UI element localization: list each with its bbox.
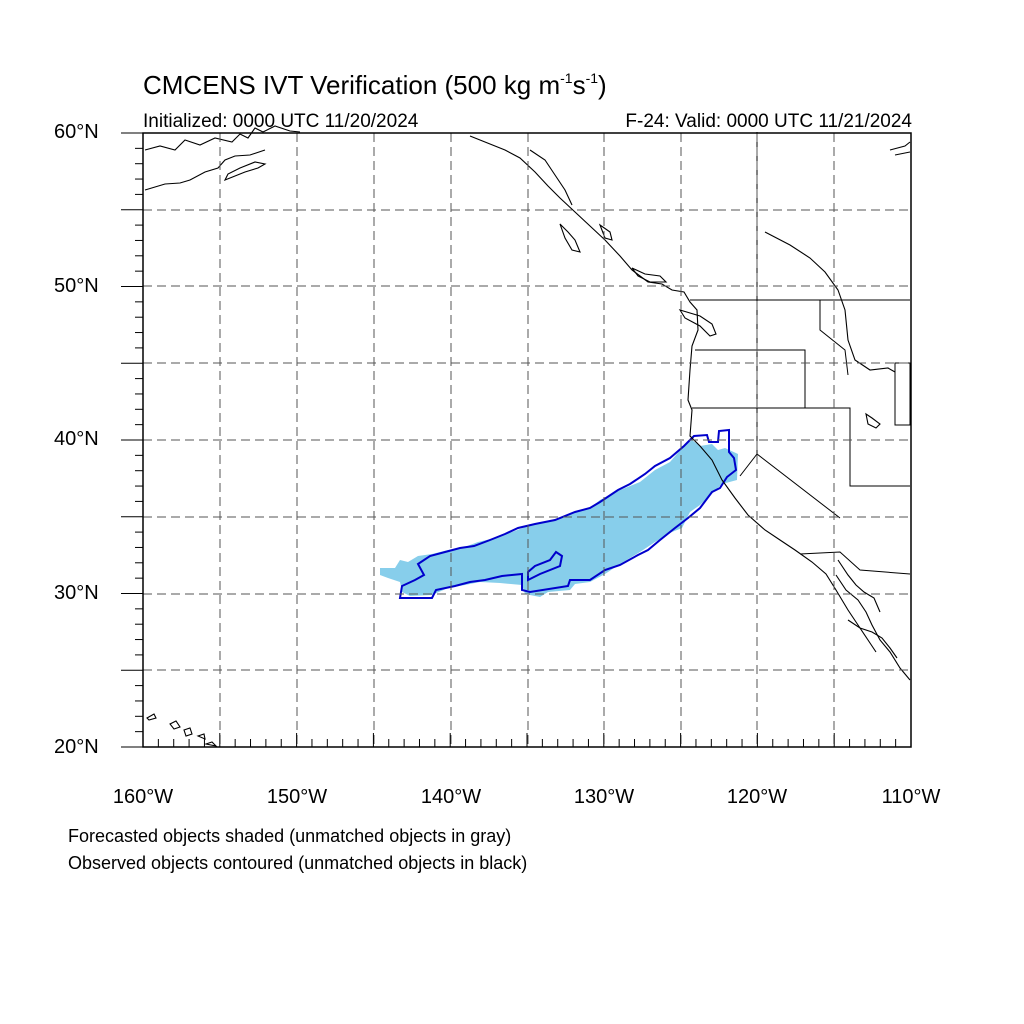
gridlines — [143, 133, 911, 747]
lon-label-150w: 150°W — [266, 786, 328, 808]
lat-label-20: 20°N — [54, 736, 99, 758]
lon-label-130w: 130°W — [573, 786, 635, 808]
lat-label-30: 30°N — [54, 582, 99, 604]
political-borders — [690, 132, 911, 575]
legend-forecast-note: Forecasted objects shaded (unmatched obj… — [68, 826, 512, 846]
map-title: CMCENS IVT Verification (500 kg m-1s-1) — [143, 70, 607, 100]
observed-object-contour[interactable] — [398, 428, 738, 599]
axis-ticks — [121, 132, 912, 748]
coastlines — [144, 125, 911, 747]
lon-label-160w: 160°W — [112, 786, 174, 808]
lat-label-60: 60°N — [54, 121, 99, 143]
lon-label-110w: 110°W — [881, 786, 941, 808]
lat-label-40: 40°N — [54, 428, 99, 450]
legend-observed-note: Observed objects contoured (unmatched ob… — [68, 853, 528, 873]
initialized-time: Initialized: 0000 UTC 11/20/2024 — [143, 111, 419, 132]
valid-time: F-24: Valid: 0000 UTC 11/21/2024 — [625, 111, 912, 132]
lat-label-50: 50°N — [54, 275, 99, 297]
lon-label-120w: 120°W — [726, 786, 788, 808]
lon-label-140w: 140°W — [420, 786, 482, 808]
